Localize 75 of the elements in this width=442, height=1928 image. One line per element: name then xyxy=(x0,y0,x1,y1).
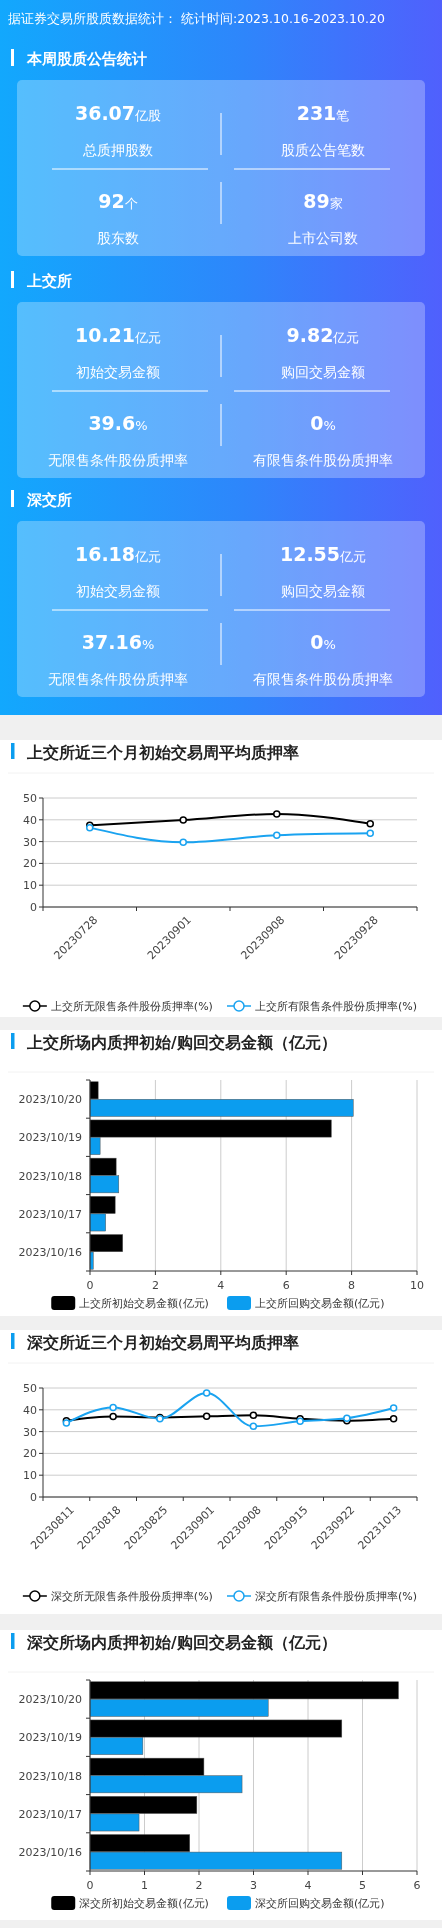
text: 92个 xyxy=(98,190,138,212)
x-tick-label: 8 xyxy=(348,1279,356,1292)
y-tick-label: 2023/10/19 xyxy=(18,1731,82,1745)
chart-title: 上交所场内质押初始/购回交易金额（亿元） xyxy=(26,1033,337,1052)
y-tick-label: 10 xyxy=(23,1469,37,1483)
y-tick-label: 20 xyxy=(23,857,37,871)
legend-label: 深交所回购交易金额(亿元) xyxy=(255,1897,385,1910)
x-tick-label: 10 xyxy=(410,1279,424,1292)
text: 10.21亿元 xyxy=(74,324,162,346)
text: 上交所 xyxy=(26,272,72,290)
x-tick-label: 0 xyxy=(86,1279,94,1292)
y-tick-label: 0 xyxy=(30,901,37,914)
x-tick-label: 6 xyxy=(282,1279,290,1292)
legend-label: 上交所无限售条件股份质押率(%) xyxy=(50,1000,213,1013)
text: 12.55亿元 xyxy=(279,543,367,565)
text: 36.07亿股 xyxy=(74,102,162,124)
text: 39.6% xyxy=(88,412,148,434)
y-tick-label: 40 xyxy=(23,813,37,827)
legend-label: 深交所初始交易金额(亿元) xyxy=(79,1897,209,1910)
text: 上市公司数 xyxy=(288,230,358,246)
x-tick-label: 5 xyxy=(359,1879,366,1892)
x-tick-label: 4 xyxy=(304,1879,312,1892)
text: 股东数 xyxy=(97,230,139,246)
legend-label: 上交所有限售条件股份质押率(%) xyxy=(255,1000,418,1013)
y-tick-label: 30 xyxy=(23,1425,37,1439)
y-tick-label: 2023/10/18 xyxy=(18,1169,82,1183)
text: 有限售条件股份质押率 xyxy=(253,452,393,468)
y-tick-label: 2023/10/17 xyxy=(18,1207,82,1221)
y-tick-label: 50 xyxy=(23,792,37,805)
x-tick-label: 4 xyxy=(217,1279,225,1292)
chart-title: 上交所近三个月初始交易周平均质押率 xyxy=(26,743,299,762)
text: 16.18亿元 xyxy=(74,543,162,565)
text: 本周股质公告统计 xyxy=(26,50,147,68)
legend-label: 上交所回购交易金额(亿元) xyxy=(255,1297,385,1310)
chart-title: 深交所近三个月初始交易周平均质押率 xyxy=(26,1333,299,1352)
chart-title: 深交所场内质押初始/购回交易金额（亿元） xyxy=(26,1633,337,1652)
text: 股质公告笔数 xyxy=(281,142,365,158)
text: 总质押股数 xyxy=(82,142,153,158)
text: 深交所 xyxy=(26,491,72,509)
x-tick-label: 2 xyxy=(195,1879,203,1892)
text: 初始交易金额 xyxy=(76,364,160,380)
x-tick-label: 0 xyxy=(86,1879,94,1892)
y-tick-label: 2023/10/19 xyxy=(18,1131,82,1145)
y-tick-label: 50 xyxy=(23,1382,37,1395)
legend-label: 上交所初始交易金额(亿元) xyxy=(79,1297,209,1310)
legend-label: 深交所有限售条件股份质押率(%) xyxy=(255,1590,418,1603)
y-tick-label: 10 xyxy=(23,879,37,893)
y-tick-label: 20 xyxy=(23,1447,37,1461)
text: 0% xyxy=(310,631,336,653)
x-tick-label: 2 xyxy=(151,1279,159,1292)
text: 0% xyxy=(310,412,336,434)
y-tick-label: 30 xyxy=(23,835,37,849)
text: 无限售条件股份质押率 xyxy=(48,452,188,468)
y-tick-label: 2023/10/16 xyxy=(18,1845,82,1859)
text: 9.82亿元 xyxy=(286,324,360,346)
x-tick-label: 6 xyxy=(413,1879,421,1892)
text: 有限售条件股份质押率 xyxy=(253,671,393,687)
y-tick-label: 2023/10/20 xyxy=(18,1093,82,1107)
x-tick-label: 1 xyxy=(141,1879,148,1892)
text: 89家 xyxy=(303,190,343,212)
legend-label: 深交所无限售条件股份质押率(%) xyxy=(50,1590,213,1603)
text: 231笔 xyxy=(296,102,350,124)
y-tick-label: 2023/10/20 xyxy=(18,1693,82,1707)
y-tick-label: 2023/10/17 xyxy=(18,1807,82,1821)
text: 购回交易金额 xyxy=(281,583,365,599)
text: 无限售条件股份质押率 xyxy=(48,671,188,687)
text: 据证券交易所股质数据统计： 统计时间:2023.10.16-2023.10.20 xyxy=(8,11,385,26)
y-tick-label: 40 xyxy=(23,1403,37,1417)
text: 37.16% xyxy=(81,631,155,653)
y-tick-label: 2023/10/18 xyxy=(18,1769,82,1783)
y-tick-label: 0 xyxy=(30,1491,37,1504)
text: 购回交易金额 xyxy=(281,364,365,380)
text: 初始交易金额 xyxy=(76,583,160,599)
x-tick-label: 3 xyxy=(250,1879,257,1892)
y-tick-label: 2023/10/16 xyxy=(18,1245,82,1259)
